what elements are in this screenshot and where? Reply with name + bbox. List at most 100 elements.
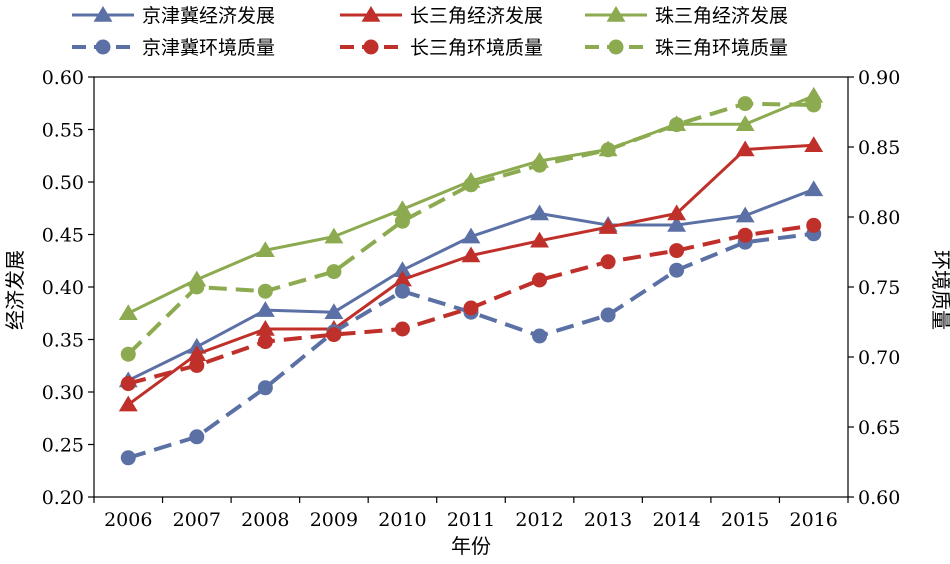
- legend-item: 长三角经济发展: [340, 5, 543, 27]
- x-tick-label: 2013: [584, 509, 632, 531]
- series-line: [126, 101, 814, 356]
- data-point-triangle: [255, 301, 275, 317]
- right-y-tick-label: 0.85: [858, 137, 900, 159]
- legend-item: 京津冀环境质量: [72, 37, 275, 59]
- legend-marker-circle: [608, 39, 624, 55]
- left-y-tick-label: 0.55: [42, 120, 84, 142]
- data-point-triangle: [735, 140, 755, 157]
- data-point-circle: [806, 217, 822, 233]
- left-y-axis-title: 经济发展: [3, 250, 27, 330]
- legend-label: 珠三角环境质量: [655, 37, 788, 59]
- data-point-circle: [257, 283, 273, 299]
- legend-label: 京津冀经济发展: [142, 5, 275, 27]
- left-y-tick-label: 0.30: [42, 382, 84, 404]
- data-point-circle: [532, 328, 548, 344]
- plot-border: [93, 76, 849, 498]
- data-point-circle: [463, 300, 479, 316]
- data-point-triangle: [324, 303, 344, 319]
- series-5: [120, 217, 822, 392]
- data-point-circle: [600, 142, 616, 158]
- legend-item: 珠三角环境质量: [585, 37, 788, 59]
- series-line: [127, 94, 815, 315]
- data-point-circle: [600, 307, 616, 323]
- x-tick-label: 2010: [378, 509, 426, 531]
- x-tick-label: 2012: [515, 509, 563, 531]
- legend-label: 珠三角经济发展: [655, 5, 788, 27]
- data-point-circle: [737, 227, 753, 243]
- right-y-tick-label: 0.65: [858, 417, 900, 439]
- right-y-tick-label: 0.70: [858, 347, 900, 369]
- data-point-triangle: [187, 345, 207, 361]
- right-y-axis-title: 环境质量: [929, 250, 950, 330]
- x-tick-label: 2008: [241, 509, 289, 531]
- data-point-circle: [737, 96, 753, 112]
- x-tick-label: 2009: [310, 509, 358, 531]
- data-point-circle: [463, 177, 479, 193]
- data-point-circle: [669, 117, 685, 133]
- x-tick-label: 2006: [104, 509, 152, 531]
- x-tick-label: 2011: [447, 509, 495, 531]
- data-point-triangle: [667, 204, 687, 221]
- right-y-tick-label: 0.75: [858, 277, 900, 299]
- data-point-circle: [326, 327, 342, 343]
- data-point-circle: [532, 272, 548, 288]
- data-point-triangle: [118, 304, 138, 320]
- x-tick-label: 2014: [652, 509, 700, 531]
- series-line: [127, 187, 815, 382]
- data-point-circle: [120, 450, 136, 466]
- left-y-tick-label: 0.20: [42, 487, 84, 509]
- data-point-circle: [806, 97, 822, 113]
- legend-item: 长三角环境质量: [340, 37, 543, 59]
- data-point-triangle: [461, 246, 481, 263]
- left-y-tick-label: 0.45: [42, 225, 84, 247]
- data-point-circle: [189, 429, 205, 445]
- x-tick-label: 2016: [790, 509, 838, 531]
- data-point-triangle: [393, 270, 412, 287]
- data-point-circle: [394, 321, 410, 337]
- data-point-circle: [669, 262, 685, 278]
- data-point-triangle: [530, 231, 549, 248]
- data-point-circle: [326, 264, 342, 280]
- data-point-triangle: [804, 86, 824, 103]
- data-point-triangle: [393, 261, 412, 277]
- data-point-circle: [669, 243, 685, 259]
- series-layer: [118, 86, 824, 466]
- legend-label: 长三角环境质量: [410, 37, 543, 59]
- data-point-triangle: [735, 206, 755, 223]
- legend-marker-triangle: [93, 6, 113, 22]
- series-3: [118, 86, 824, 320]
- data-point-triangle: [667, 216, 687, 232]
- left-y-tick-label: 0.40: [42, 277, 84, 299]
- data-point-triangle: [530, 204, 549, 221]
- left-y-tick-label: 0.25: [42, 435, 84, 457]
- legend-item: 珠三角经济发展: [585, 5, 788, 27]
- right-y-tick-label: 0.90: [858, 67, 900, 89]
- legend-item: 京津冀经济发展: [72, 5, 275, 27]
- right-y-axis: 0.60 0.65 0.70 0.75 0.80 0.85 0.90: [848, 67, 900, 509]
- data-point-triangle: [461, 227, 481, 244]
- legend-label: 长三角经济发展: [410, 5, 543, 27]
- legend-marker-triangle: [606, 6, 626, 22]
- data-point-triangle: [598, 218, 618, 234]
- x-axis-title: 年份: [451, 534, 491, 558]
- data-point-triangle: [804, 136, 824, 152]
- plot-area: [93, 76, 849, 498]
- data-point-circle: [257, 380, 273, 396]
- data-point-circle: [532, 157, 548, 173]
- legend-marker-circle: [95, 39, 111, 55]
- right-y-tick-label: 0.80: [858, 207, 900, 229]
- data-point-circle: [257, 334, 273, 350]
- data-point-triangle: [255, 320, 275, 336]
- left-y-axis: 0.20 0.25 0.30 0.35 0.40 0.45 0.50 0.55 0.60: [42, 67, 94, 509]
- left-y-tick-label: 0.60: [42, 67, 84, 89]
- data-point-circle: [120, 376, 136, 392]
- legend-label: 京津冀环境质量: [142, 37, 275, 59]
- left-y-tick-label: 0.35: [42, 330, 84, 352]
- data-point-triangle: [324, 227, 344, 244]
- data-point-circle: [120, 346, 136, 362]
- data-point-triangle: [255, 241, 275, 257]
- x-tick-label: 2007: [173, 509, 221, 531]
